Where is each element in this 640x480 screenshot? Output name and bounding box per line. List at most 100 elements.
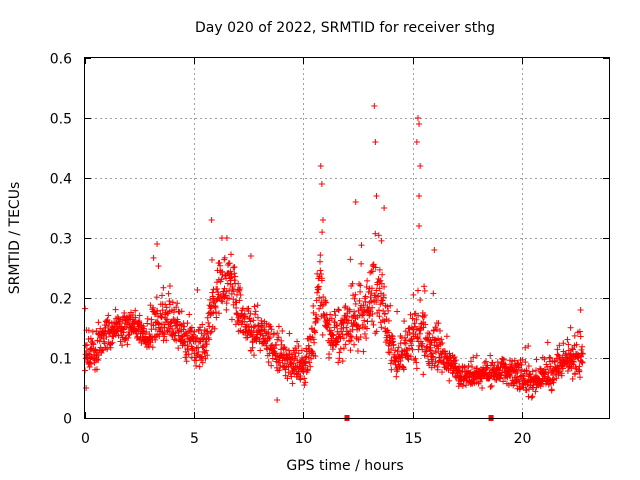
- data-point: [228, 271, 235, 278]
- data-point: [163, 337, 170, 344]
- data-point: [318, 275, 325, 282]
- data-point: [95, 357, 102, 364]
- data-point: [213, 314, 220, 321]
- data-point: [340, 345, 347, 352]
- data-point: [188, 324, 195, 331]
- data-point: [578, 350, 585, 357]
- data-point: [274, 330, 281, 337]
- data-point: [115, 332, 122, 339]
- tick-labels: 0 5 10 15 20 0 0.1 0.2 0.3 0.4 0.5 0.6: [50, 52, 532, 448]
- data-point: [443, 333, 450, 340]
- data-point: [214, 286, 221, 293]
- data-point: [87, 345, 94, 352]
- data-point: [352, 199, 359, 205]
- data-point: [528, 394, 535, 401]
- data-point: [198, 354, 205, 361]
- data-point: [275, 323, 282, 330]
- data-point: [208, 328, 215, 335]
- data-point: [219, 298, 226, 305]
- data-point: [438, 336, 445, 343]
- data-point: [267, 334, 274, 341]
- data-point: [196, 363, 203, 370]
- data-point: [208, 303, 215, 310]
- data-point: [183, 358, 190, 365]
- data-point: [265, 329, 272, 336]
- data-point: [529, 368, 536, 375]
- y-tick-label: 0.6: [50, 52, 72, 68]
- data-point: [88, 360, 95, 367]
- data-point: [556, 342, 563, 349]
- data-point: [376, 285, 383, 292]
- data-point: [430, 290, 437, 297]
- data-point: [246, 315, 253, 322]
- data-point: [301, 382, 308, 389]
- data-point: [156, 333, 163, 340]
- data-point: [293, 347, 300, 354]
- data-point: [370, 321, 377, 328]
- data-point: [377, 301, 384, 308]
- data-point: [439, 369, 446, 376]
- data-point: [483, 358, 490, 365]
- data-point: [105, 323, 112, 330]
- data-point: [282, 346, 289, 353]
- data-point: [161, 333, 168, 340]
- data-point: [579, 359, 586, 366]
- data-point: [230, 296, 237, 303]
- data-point: [446, 377, 453, 384]
- data-point: [357, 333, 364, 340]
- data-point: [431, 362, 438, 369]
- data-point: [252, 308, 259, 315]
- data-point: [236, 297, 243, 304]
- data-point: [451, 360, 458, 367]
- data-point: [172, 330, 179, 337]
- data-point: [320, 293, 327, 300]
- data-point: [241, 318, 248, 325]
- data-point: [290, 360, 297, 367]
- data-point: [242, 314, 249, 321]
- data-point: [226, 260, 233, 267]
- data-point: [525, 343, 532, 349]
- y-tick-label: 0.5: [50, 112, 72, 128]
- data-point: [479, 385, 486, 392]
- data-point: [318, 271, 325, 278]
- data-point: [352, 291, 359, 298]
- data-point: [563, 352, 570, 359]
- data-point: [378, 280, 385, 287]
- data-point: [370, 261, 377, 268]
- data-point: [544, 339, 551, 346]
- data-point: [325, 321, 332, 328]
- data-point: [248, 347, 255, 354]
- data-point: [185, 351, 192, 358]
- data-point: [569, 375, 576, 382]
- data-point: [388, 346, 395, 353]
- data-point: [204, 352, 211, 359]
- data-point: [578, 346, 585, 353]
- data-point: [216, 310, 223, 317]
- data-point: [292, 353, 299, 360]
- data-point: [188, 328, 195, 335]
- data-point: [265, 359, 272, 366]
- data-point: [112, 306, 119, 313]
- data-point: [184, 320, 191, 327]
- data-point: [351, 308, 358, 315]
- data-point: [319, 217, 326, 223]
- data-point: [190, 331, 197, 338]
- data-point: [87, 335, 94, 342]
- data-point: [342, 341, 349, 348]
- data-point: [153, 294, 160, 301]
- data-point: [502, 361, 509, 368]
- data-point: [215, 291, 222, 298]
- data-point: [434, 366, 441, 373]
- data-point: [463, 382, 470, 389]
- data-point: [435, 335, 442, 342]
- data-point: [520, 372, 527, 379]
- data-point: [169, 299, 176, 306]
- data-point: [282, 366, 289, 373]
- data-point: [207, 296, 214, 303]
- data-point: [525, 386, 532, 393]
- data-point: [194, 286, 201, 293]
- data-point: [357, 282, 364, 289]
- data-point: [386, 349, 393, 356]
- data-point: [387, 302, 394, 309]
- data-point: [254, 314, 261, 321]
